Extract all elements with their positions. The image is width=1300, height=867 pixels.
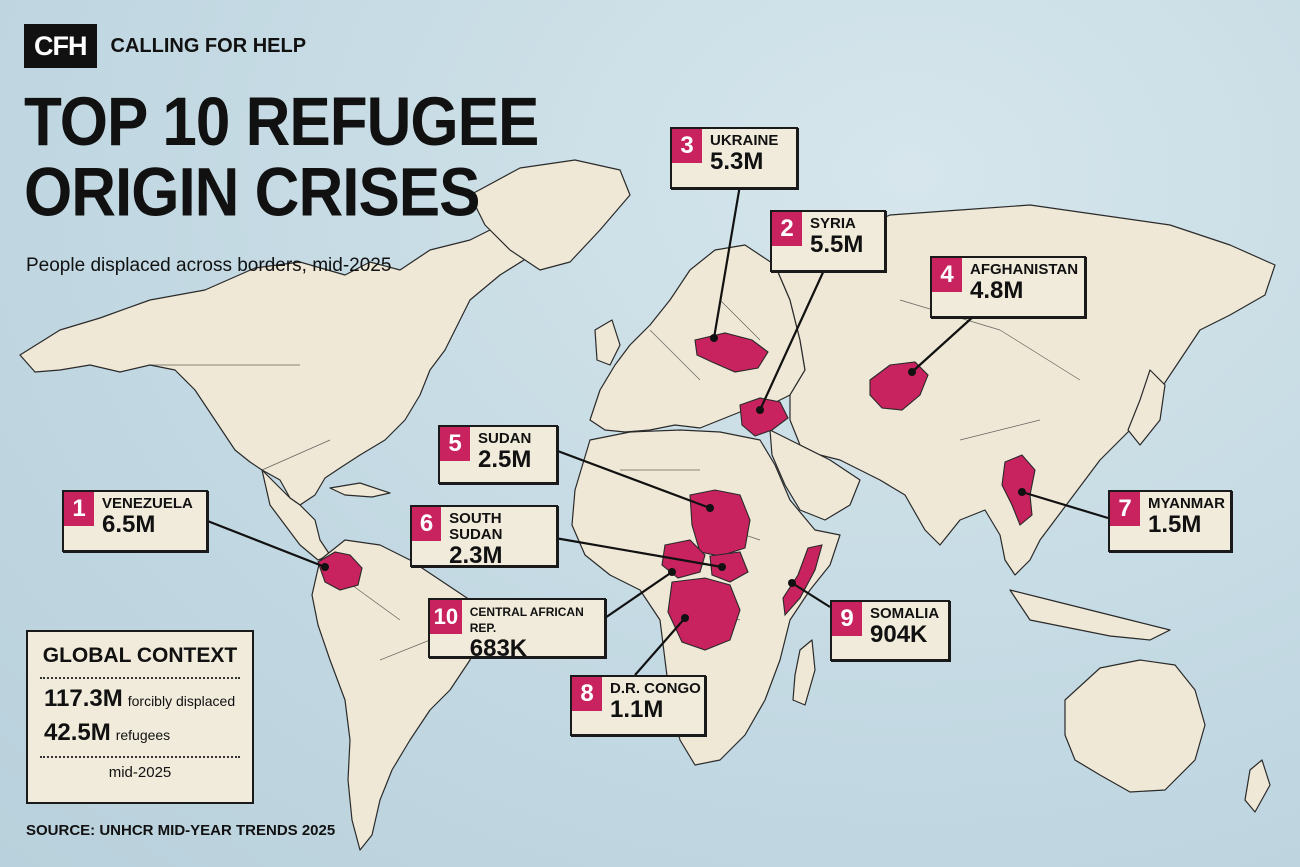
land-caribbean bbox=[329, 482, 391, 498]
context-title: GLOBAL CONTEXT bbox=[42, 644, 238, 667]
land-indonesia bbox=[1009, 589, 1171, 641]
callout-somalia: 9 SOMALIA 904K bbox=[830, 600, 950, 661]
land-japan bbox=[1127, 369, 1166, 446]
source-credit: SOURCE: UNHCR MID-YEAR TRENDS 2025 bbox=[26, 822, 336, 839]
country-name: D.R. CONGO bbox=[610, 680, 701, 697]
displaced-label: forcibly displaced bbox=[127, 693, 236, 709]
country-name: VENEZUELA bbox=[102, 495, 193, 512]
refugee-count: 5.5M bbox=[810, 231, 864, 258]
region-ukraine bbox=[694, 332, 769, 373]
callout-afghanistan: 4 AFGHANISTAN 4.8M bbox=[930, 256, 1086, 318]
rank-badge: 10 bbox=[430, 600, 462, 634]
region-south-sudan bbox=[709, 551, 749, 583]
refugees-row: 42.5M refugees bbox=[28, 713, 252, 747]
callout-dr-congo: 8 D.R. CONGO 1.1M bbox=[570, 675, 706, 736]
country-name: UKRAINE bbox=[710, 132, 779, 149]
land-australia bbox=[1064, 659, 1206, 793]
rank-badge: 1 bbox=[64, 492, 94, 526]
country-name: SOUTH SUDAN bbox=[449, 510, 503, 543]
rank-badge: 5 bbox=[440, 427, 470, 461]
region-somalia bbox=[782, 544, 823, 617]
region-dr-congo bbox=[667, 577, 741, 651]
refugee-count: 1.1M bbox=[610, 696, 664, 723]
subtitle: People displaced across borders, mid-202… bbox=[26, 255, 392, 276]
leader-lines bbox=[204, 184, 1109, 676]
callout-syria: 2 SYRIA 5.5M bbox=[770, 210, 886, 272]
displaced-row: 117.3M forcibly displaced bbox=[28, 679, 252, 713]
refugees-label: refugees bbox=[115, 727, 171, 743]
displaced-value: 117.3M bbox=[44, 685, 123, 712]
land-uk bbox=[594, 319, 621, 366]
country-name: CENTRAL AFRICAN REP. bbox=[469, 605, 584, 635]
land-arabia bbox=[769, 429, 861, 521]
region-venezuela bbox=[317, 551, 363, 591]
callout-ukraine: 3 UKRAINE 5.3M bbox=[670, 127, 798, 189]
region-myanmar bbox=[1001, 454, 1036, 526]
callout-myanmar: 7 MYANMAR 1.5M bbox=[1108, 490, 1232, 552]
country-name: SUDAN bbox=[478, 430, 532, 447]
rank-badge: 2 bbox=[772, 212, 802, 246]
region-sudan bbox=[689, 489, 751, 557]
brand-logo: CFH bbox=[24, 24, 97, 68]
rank-badge: 3 bbox=[672, 129, 702, 163]
divider bbox=[40, 677, 240, 679]
title-line-1: TOP 10 REFUGEE bbox=[24, 84, 539, 161]
refugee-count: 1.5M bbox=[1148, 511, 1202, 538]
callout-south-sudan: 6 SOUTH SUDAN 2.3M bbox=[410, 505, 558, 569]
callout-central-african-rep: 10 CENTRAL AFRICAN REP. 683K bbox=[428, 598, 606, 662]
refugee-count: 2.5M bbox=[478, 446, 532, 473]
rank-badge: 6 bbox=[412, 507, 442, 541]
land-madagascar bbox=[792, 639, 816, 706]
brand-name: CALLING FOR HELP bbox=[110, 34, 307, 57]
callout-venezuela: 1 VENEZUELA 6.5M bbox=[62, 490, 208, 552]
title-line-2: ORIGIN CRISES bbox=[24, 155, 481, 231]
refugee-count: 6.5M bbox=[102, 511, 156, 538]
country-name: SYRIA bbox=[810, 215, 856, 232]
country-name: AFGHANISTAN bbox=[970, 261, 1079, 278]
context-date: mid-2025 bbox=[108, 764, 172, 781]
region-syria bbox=[739, 397, 789, 437]
country-name: MYANMAR bbox=[1148, 495, 1225, 512]
rank-badge: 8 bbox=[572, 677, 602, 711]
refugee-count: 5.3M bbox=[710, 148, 764, 175]
divider bbox=[40, 756, 240, 758]
callout-sudan: 5 SUDAN 2.5M bbox=[438, 425, 558, 484]
page-title: TOP 10 REFUGEE ORIGIN CRISES bbox=[24, 84, 539, 231]
land-north-america bbox=[19, 214, 561, 506]
country-name: SOMALIA bbox=[870, 605, 940, 622]
rank-badge: 4 bbox=[932, 258, 962, 292]
refugee-count: 2.3M bbox=[449, 542, 503, 569]
rank-badge: 7 bbox=[1110, 492, 1140, 526]
rank-badge: 9 bbox=[832, 602, 862, 636]
refugee-count: 904K bbox=[870, 621, 928, 648]
brand: CFH CALLING FOR HELP bbox=[24, 24, 306, 68]
land-new-zealand bbox=[1244, 759, 1271, 813]
refugees-value: 42.5M bbox=[44, 719, 111, 746]
refugee-count: 683K bbox=[469, 635, 528, 662]
global-context-box: GLOBAL CONTEXT 117.3M forcibly displaced… bbox=[26, 630, 254, 804]
refugee-count: 4.8M bbox=[970, 277, 1024, 304]
land-greenland bbox=[469, 159, 631, 271]
